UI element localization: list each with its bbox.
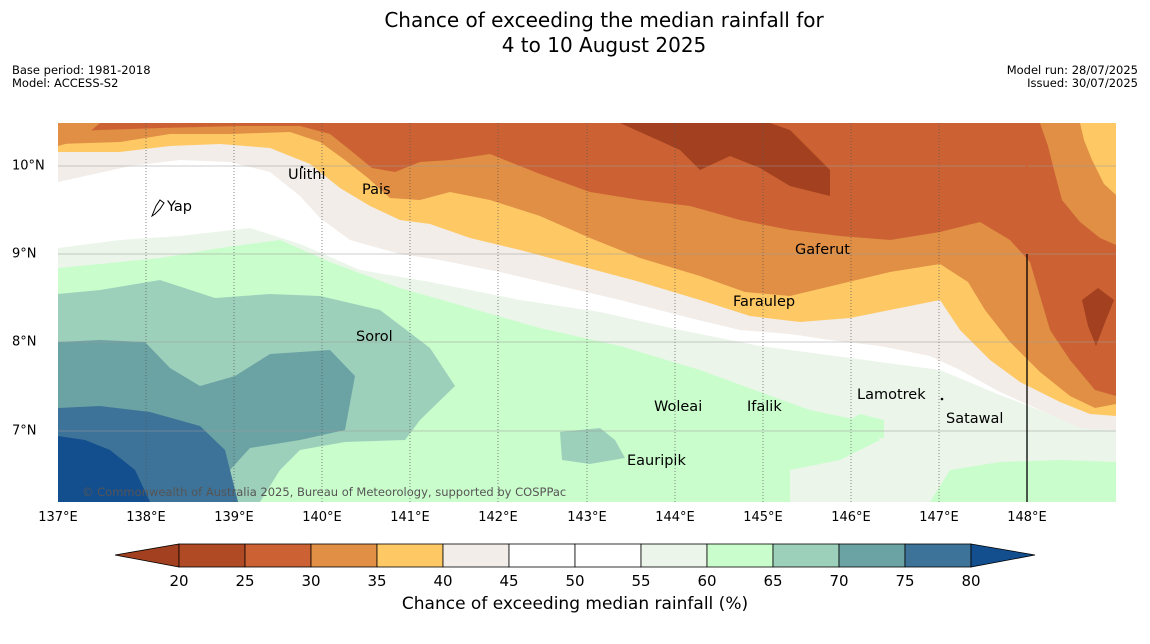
lat-tick: 7°N	[12, 423, 37, 439]
colorbar-label: 50	[565, 572, 585, 590]
yap-island-icon	[150, 199, 165, 218]
metadata-right: Model run: 28/07/2025 Issued: 30/07/2025	[1007, 64, 1138, 90]
place-label-gaferut: Gaferut	[795, 242, 850, 258]
colorbar-label: 55	[631, 572, 651, 590]
copyright-notice: © Commonwealth of Australia 2025, Bureau…	[82, 485, 567, 499]
colorbar-high-arrow	[970, 543, 1036, 568]
place-label-pais: Pais	[362, 182, 391, 198]
colorbar-title: Chance of exceeding median rainfall (%)	[401, 594, 749, 614]
colorbar-label: 25	[235, 572, 255, 590]
colorbar-segment	[838, 543, 906, 568]
colorbar-segment	[904, 543, 972, 568]
colorbar-segment	[442, 543, 510, 568]
colorbar-segment	[772, 543, 840, 568]
place-label-satawal: Satawal	[946, 411, 1004, 427]
lon-tick: 139°E	[214, 510, 254, 525]
place-label-woleai: Woleai	[654, 399, 703, 415]
colorbar-segment	[178, 543, 246, 568]
lon-tick: 148°E	[1007, 510, 1047, 525]
lat-tick: 8°N	[12, 334, 37, 350]
colorbar-label: 35	[367, 572, 387, 590]
place-label-eauripik: Eauripik	[627, 453, 686, 469]
lon-tick: 147°E	[919, 510, 959, 525]
lon-tick: 145°E	[743, 510, 783, 525]
lon-tick: 137°E	[38, 510, 78, 525]
colorbar-label: 30	[301, 572, 321, 590]
place-label-ifalik: Ifalik	[747, 399, 782, 415]
lon-tick: 146°E	[831, 510, 871, 525]
colorbar-segment	[574, 543, 642, 568]
model-name: Model: ACCESS-S2	[12, 76, 119, 90]
colorbar-label: 70	[829, 572, 849, 590]
colorbar-segment	[244, 543, 312, 568]
colorbar-segment	[310, 543, 378, 568]
lon-tick: 140°E	[302, 510, 342, 525]
island-markers	[150, 165, 944, 401]
colorbar-segment	[508, 543, 576, 568]
metadata-left: Base period: 1981-2018 Model: ACCESS-S2	[12, 64, 151, 90]
lon-tick: 143°E	[567, 510, 607, 525]
colorbar-label: 80	[961, 572, 981, 590]
place-label-ulithi: Ulithi	[288, 167, 326, 183]
colorbar-label: 75	[895, 572, 915, 590]
colorbar-label: 45	[499, 572, 519, 590]
model-run: Model run: 28/07/2025	[1006, 63, 1138, 77]
colorbar-low-arrow	[114, 543, 180, 568]
title-line-1: Chance of exceeding the median rainfall …	[384, 8, 824, 32]
colorbar-label: 65	[763, 572, 783, 590]
issued-date: Issued: 30/07/2025	[1027, 76, 1138, 90]
map-title: Chance of exceeding the median rainfall …	[0, 8, 1150, 58]
place-label-sorol: Sorol	[356, 329, 393, 345]
place-label-lamotrek: Lamotrek	[857, 387, 926, 403]
colorbar-label: 40	[433, 572, 453, 590]
title-line-2: 4 to 10 August 2025	[501, 33, 707, 57]
colorbar-segment	[640, 543, 708, 568]
lon-tick: 138°E	[126, 510, 166, 525]
lon-tick: 144°E	[655, 510, 695, 525]
colorbar-segment	[376, 543, 444, 568]
colorbar-label: 20	[169, 572, 189, 590]
map-grid	[58, 123, 1116, 502]
lon-tick: 141°E	[390, 510, 430, 525]
colorbar	[114, 543, 1036, 568]
colorbar-label: 60	[697, 572, 717, 590]
colorbar-segment	[706, 543, 774, 568]
lat-tick: 9°N	[12, 246, 37, 262]
place-label-yap: Yap	[167, 199, 192, 215]
place-label-faraulep: Faraulep	[733, 294, 796, 310]
base-period: Base period: 1981-2018	[12, 63, 151, 77]
lat-tick: 10°N	[12, 158, 45, 174]
lon-tick: 142°E	[478, 510, 518, 525]
